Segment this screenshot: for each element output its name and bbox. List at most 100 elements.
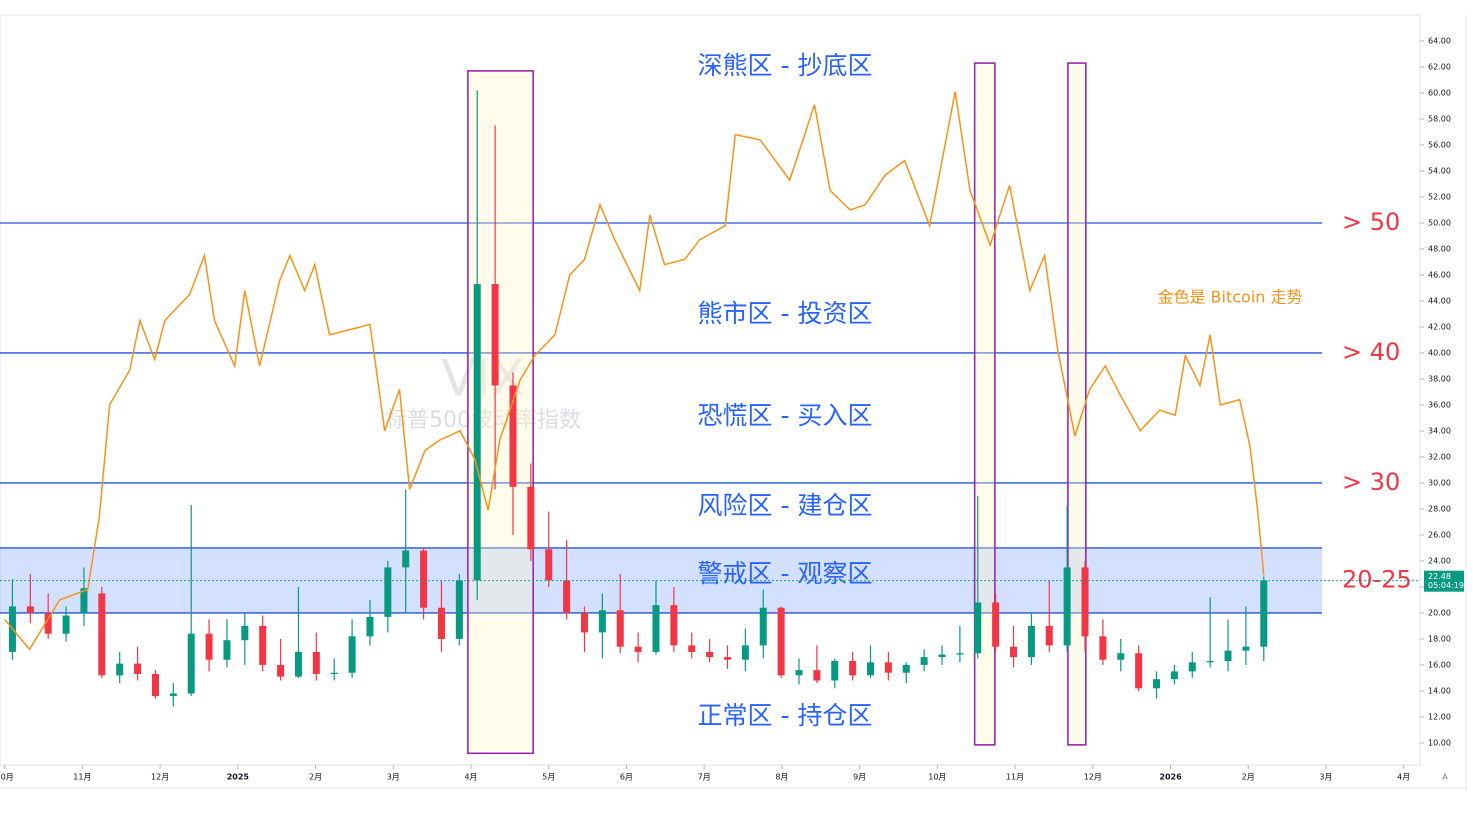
- candle-body: [598, 610, 606, 633]
- x-tick-label: 9月: [853, 773, 866, 782]
- y-tick-label: 10.00: [1428, 738, 1451, 747]
- y-tick-label: 30.00: [1428, 478, 1451, 487]
- scale-mode: A: [1442, 773, 1448, 782]
- candle-body: [26, 606, 34, 613]
- candle-body: [1242, 646, 1250, 651]
- candle-body: [259, 625, 267, 665]
- candle-body: [277, 664, 285, 677]
- candle-body: [706, 651, 714, 658]
- zone-label: 恐慌区 - 买入区: [698, 401, 873, 430]
- candle-body: [62, 615, 70, 634]
- y-tick-label: 34.00: [1428, 426, 1451, 435]
- candle-body: [420, 550, 428, 608]
- y-tick-label: 54.00: [1428, 166, 1451, 175]
- candle-body: [974, 602, 982, 654]
- candle-body: [1027, 625, 1035, 658]
- zone-label: 熊市区 - 投资区: [698, 299, 873, 328]
- candle-body: [1117, 653, 1125, 660]
- candle-body: [992, 602, 1000, 647]
- zone-label: 深熊区 - 抄底区: [698, 51, 873, 80]
- y-tick-label: 52.00: [1428, 192, 1451, 201]
- x-tick-label: 2026: [1159, 773, 1182, 782]
- candle-body: [509, 385, 517, 487]
- highlight-box: [973, 62, 996, 746]
- candle-body: [402, 550, 410, 568]
- candle-body: [1188, 662, 1196, 672]
- x-tick-label: 5月: [542, 773, 555, 782]
- candle-body: [294, 651, 302, 677]
- candle-body: [1153, 679, 1161, 689]
- y-tick-label: 62.00: [1428, 62, 1451, 71]
- x-tick-label: 10月: [0, 773, 14, 782]
- candle-body: [741, 645, 749, 660]
- candle-body: [134, 663, 142, 675]
- candle-body: [330, 672, 338, 675]
- candle-body: [866, 662, 874, 676]
- candle-body: [813, 670, 821, 681]
- candle-body: [1260, 580, 1268, 647]
- candle-body: [437, 607, 445, 639]
- candle-body: [1081, 567, 1089, 637]
- candle-body: [187, 633, 195, 694]
- candle-body: [670, 605, 678, 646]
- candle-body: [634, 646, 642, 652]
- candle-body: [616, 610, 624, 647]
- candle-body: [312, 651, 320, 675]
- candle-body: [920, 657, 928, 665]
- x-tick-label: 2月: [1242, 773, 1255, 782]
- candle-body: [1010, 646, 1018, 658]
- candle-body: [902, 664, 910, 673]
- candle-body: [563, 580, 571, 613]
- candle-body: [473, 284, 481, 581]
- last-price-value: 22.48: [1428, 572, 1451, 581]
- y-tick-label: 12.00: [1428, 712, 1451, 721]
- candle-body: [723, 657, 731, 660]
- y-tick-label: 20.00: [1428, 608, 1451, 617]
- candle-body: [652, 605, 660, 652]
- y-tick-label: 40.00: [1428, 348, 1451, 357]
- candle-body: [831, 661, 839, 681]
- level-label: > 30: [1342, 468, 1400, 496]
- candle-body: [759, 607, 767, 646]
- candle-body: [455, 580, 463, 639]
- candle-body: [44, 612, 52, 634]
- x-tick-label: 3月: [1319, 773, 1332, 782]
- level-label: > 40: [1342, 338, 1400, 366]
- x-tick-label: 2月: [309, 773, 322, 782]
- candle-body: [151, 674, 159, 697]
- x-tick-label: 12月: [151, 773, 169, 782]
- candle-body: [527, 486, 535, 550]
- y-tick-label: 44.00: [1428, 296, 1451, 305]
- y-tick-label: 28.00: [1428, 504, 1451, 513]
- y-tick-label: 36.00: [1428, 400, 1451, 409]
- candle-body: [1206, 661, 1214, 663]
- watermark-name: 标普500波动率指数: [385, 408, 581, 433]
- y-tick-label: 58.00: [1428, 114, 1451, 123]
- y-tick-label: 18.00: [1428, 634, 1451, 643]
- candle-body: [1224, 650, 1232, 662]
- last-price-tag: [1424, 570, 1464, 592]
- x-tick-label: 2025: [227, 773, 250, 782]
- x-tick-label: 6月: [620, 773, 633, 782]
- zone-label: 警戒区 - 观察区: [698, 559, 873, 588]
- candle-body: [1045, 625, 1053, 646]
- candle-body: [580, 612, 588, 633]
- candle-body: [205, 633, 213, 660]
- x-tick-label: 7月: [698, 773, 711, 782]
- candle-body: [1170, 671, 1178, 680]
- zone-label: 风险区 - 建仓区: [698, 491, 873, 520]
- candle-body: [956, 653, 964, 655]
- candle-body: [795, 670, 803, 676]
- y-tick-label: 14.00: [1428, 686, 1451, 695]
- candle-body: [241, 625, 249, 641]
- y-tick-label: 16.00: [1428, 660, 1451, 669]
- candle-body: [80, 588, 88, 613]
- candle-body: [1099, 636, 1107, 660]
- x-tick-label: 10月: [928, 773, 946, 782]
- x-tick-label: 12月: [1084, 773, 1102, 782]
- candle-body: [777, 607, 785, 676]
- y-tick-label: 56.00: [1428, 140, 1451, 149]
- band-label: 20-25: [1342, 565, 1412, 593]
- y-tick-label: 26.00: [1428, 530, 1451, 539]
